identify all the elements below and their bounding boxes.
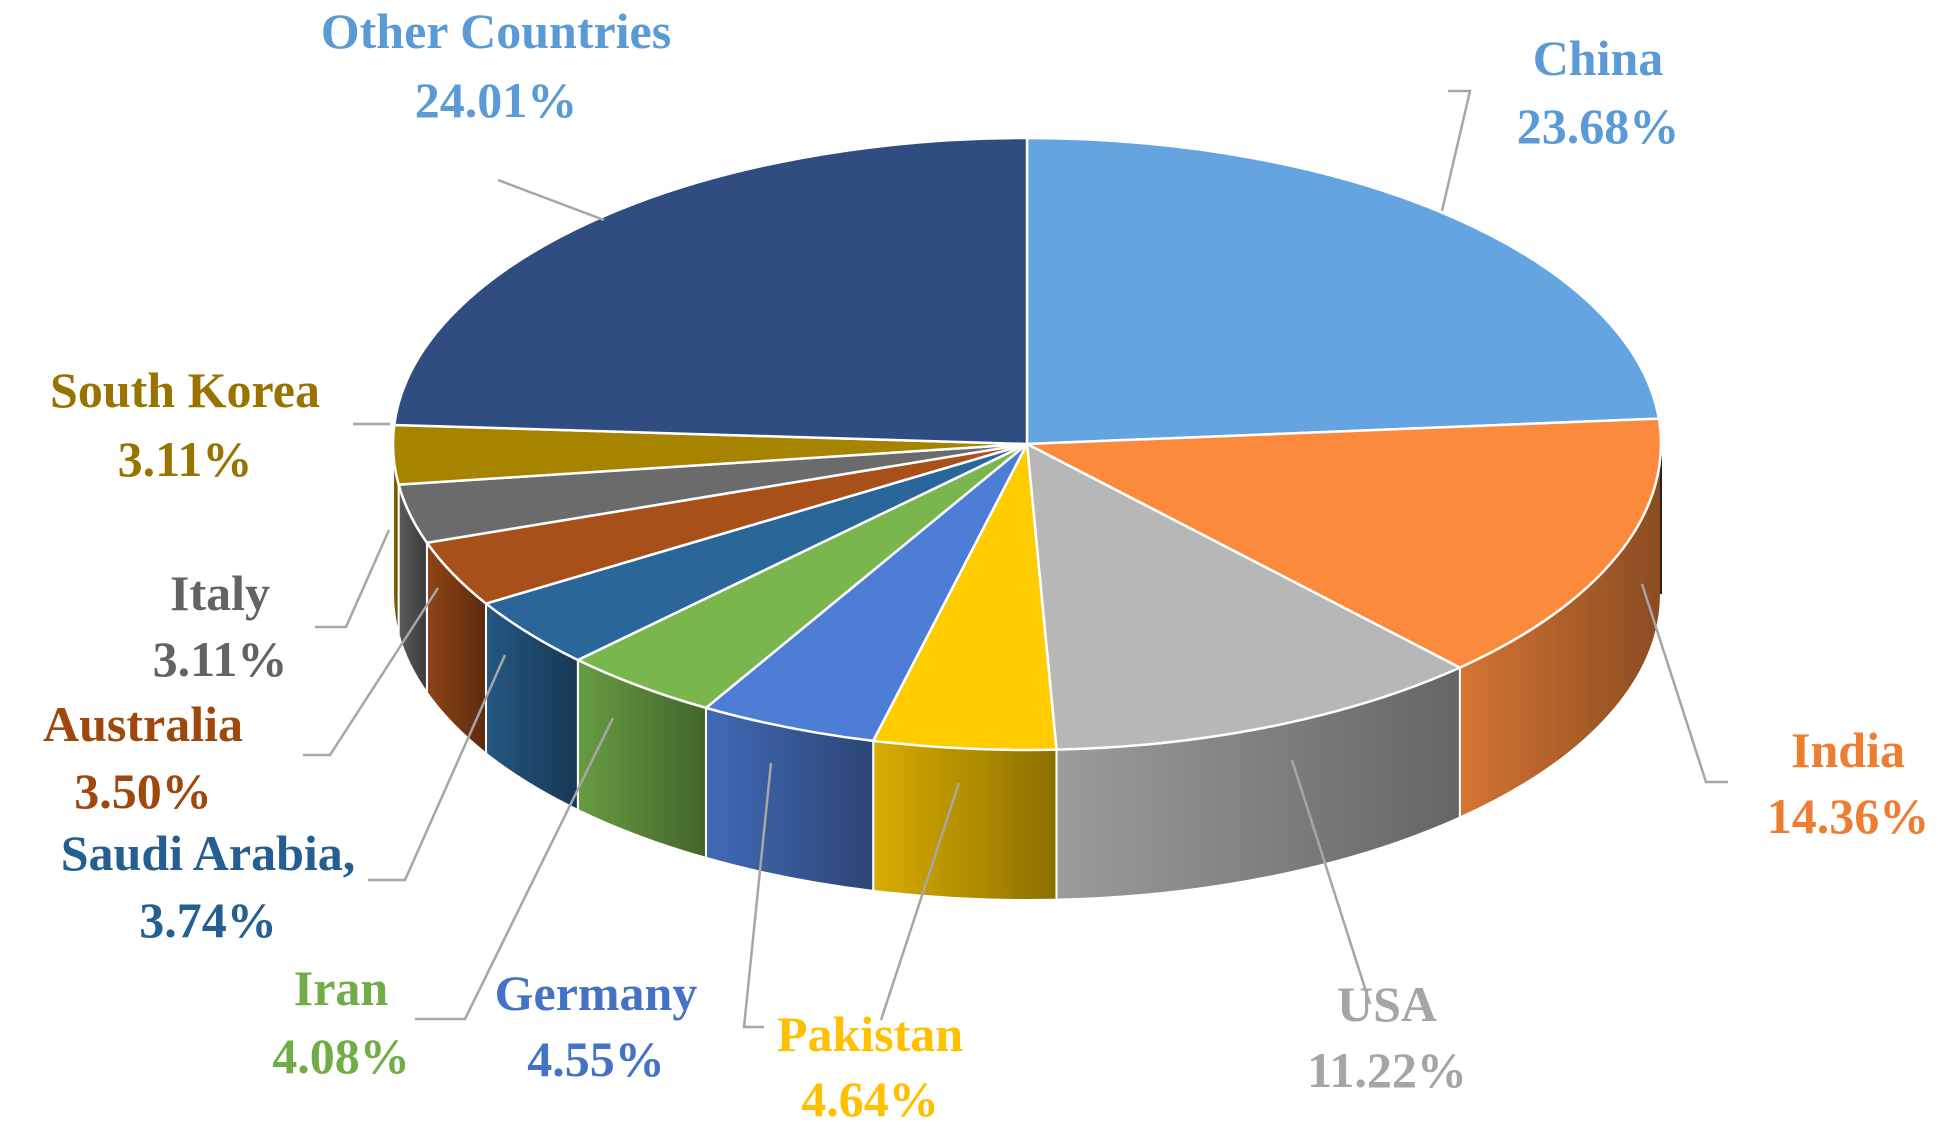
slice-china [1025, 136, 1661, 446]
slice-germany [704, 442, 1029, 743]
label-name-china: China [1533, 30, 1664, 86]
leader-line-italy [315, 529, 391, 629]
label-value-germany: 4.55% [527, 1031, 665, 1087]
label-name-iran: Iran [294, 960, 389, 1016]
leader-line-other-countries [497, 178, 605, 222]
label-value-australia: 3.50% [74, 763, 212, 819]
label-value-saudi-arabia: 3.74% [139, 892, 277, 948]
label-value-india: 14.36% [1767, 788, 1930, 844]
leader-line-india [1640, 583, 1728, 784]
slice-labels: China 23.68% India 14.36% USA 11.22% Pakistan 4… [43, 3, 1929, 1127]
label-name-pakistan: Pakistan [777, 1006, 963, 1062]
leader-line-australia [303, 587, 440, 757]
label-name-usa: USA [1337, 976, 1437, 1032]
slice-pakistan [871, 442, 1058, 752]
leader-line-iran [415, 717, 615, 1021]
label-value-usa: 11.22% [1307, 1042, 1467, 1098]
pie-side-walls [392, 443, 1662, 901]
slice-other-countries [392, 136, 1029, 446]
label-name-italy: Italy [170, 565, 270, 621]
leader-line-china [1440, 89, 1472, 212]
slice-usa [1025, 442, 1462, 751]
leader-line-pakistan [879, 782, 961, 1021]
label-value-other-countries: 24.01% [415, 72, 578, 128]
label-name-other-countries: Other Countries [321, 3, 671, 59]
label-value-iran: 4.08% [272, 1028, 410, 1084]
label-value-italy: 3.11% [153, 631, 288, 687]
leader-line-usa [1290, 759, 1372, 1005]
label-value-china: 23.68% [1517, 98, 1680, 154]
label-name-saudi-arabia: Saudi Arabia, [61, 825, 356, 881]
leader-line-saudi-arabia [368, 654, 507, 882]
leader-line-germany [742, 762, 773, 1029]
label-name-india: India [1791, 722, 1905, 778]
label-value-pakistan: 4.64% [801, 1071, 939, 1127]
label-name-germany: Germany [495, 965, 698, 1021]
label-name-south-korea: South Korea [50, 362, 320, 418]
side-wall-pakistan [872, 739, 1058, 901]
slice-india [1025, 417, 1663, 669]
pie-top-faces [391, 136, 1663, 752]
leader-lines [303, 89, 1728, 1029]
label-value-south-korea: 3.11% [118, 431, 253, 487]
label-name-australia: Australia [43, 696, 243, 752]
